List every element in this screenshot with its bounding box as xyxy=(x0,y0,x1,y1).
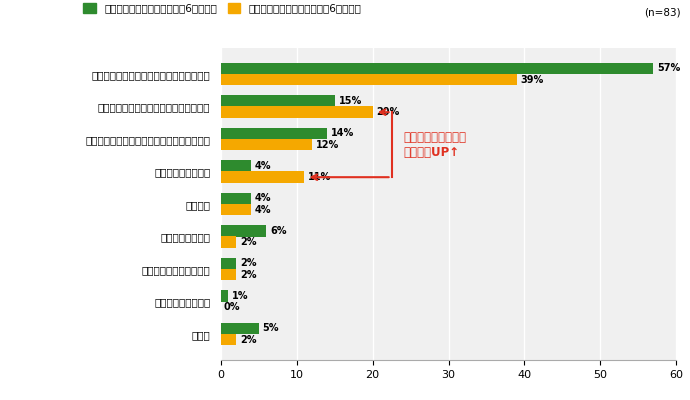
Text: 4%: 4% xyxy=(255,205,271,215)
Text: 11%: 11% xyxy=(308,172,331,182)
Bar xyxy=(221,74,517,85)
Text: 生活費や学費・塾代
の比重がUP↑: 生活費や学費・塾代 の比重がUP↑ xyxy=(403,131,466,159)
Bar xyxy=(221,63,653,74)
Text: 4%: 4% xyxy=(255,161,271,171)
Bar xyxy=(221,334,236,345)
Text: 14%: 14% xyxy=(331,128,354,138)
Text: 2%: 2% xyxy=(240,258,256,268)
Text: 12%: 12% xyxy=(316,140,339,150)
Bar xyxy=(221,290,228,302)
Text: 6%: 6% xyxy=(270,226,286,236)
Bar xyxy=(221,160,251,172)
Bar xyxy=(221,95,335,106)
Bar xyxy=(221,269,236,280)
Text: 4%: 4% xyxy=(255,193,271,203)
Bar xyxy=(221,139,312,150)
Bar xyxy=(221,204,251,215)
Text: 5%: 5% xyxy=(262,323,279,333)
Bar xyxy=(221,236,236,248)
Text: 1%: 1% xyxy=(232,291,248,301)
Text: 2%: 2% xyxy=(240,270,256,280)
Text: 2%: 2% xyxy=(240,237,256,247)
Bar xyxy=(221,323,259,334)
Text: 15%: 15% xyxy=(338,96,362,106)
Bar xyxy=(221,225,266,236)
Text: 20%: 20% xyxy=(377,107,400,117)
Text: 0%: 0% xyxy=(224,302,240,312)
Bar xyxy=(221,128,327,139)
Bar xyxy=(221,172,304,183)
Text: 57%: 57% xyxy=(657,63,680,73)
Text: 39%: 39% xyxy=(521,75,544,85)
Bar xyxy=(221,106,373,118)
Text: (n=83): (n=83) xyxy=(644,8,681,18)
Text: 2%: 2% xyxy=(240,335,256,345)
Bar xyxy=(221,258,236,269)
Bar xyxy=(221,193,251,204)
Legend: 未就学児のいる家庭【長子が6歳未満】, 未就学児以上の家庭【長子が6歳以上】: 未就学児のいる家庭【長子が6歳未満】, 未就学児以上の家庭【長子が6歳以上】 xyxy=(80,0,364,17)
